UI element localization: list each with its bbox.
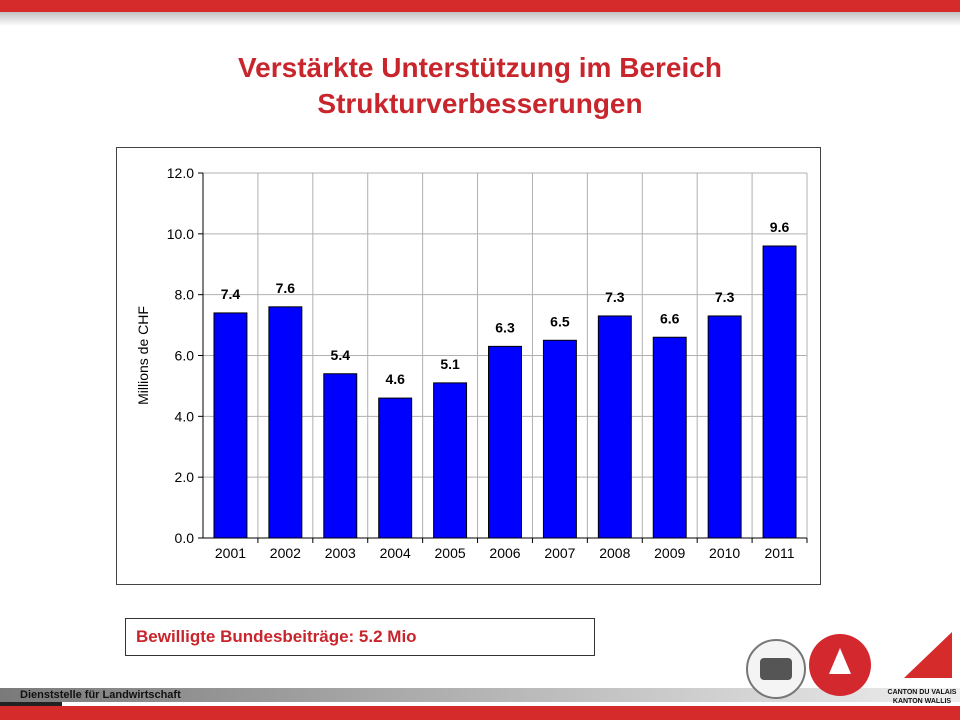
note-text: Bewilligte Bundesbeiträge: 5.2 Mio: [136, 627, 417, 646]
data-label-2010: 7.3: [715, 289, 735, 305]
bar-chart: 0.0 2.0 4.0 6.0 8.0 10.0 12.0 7.4 2001 7.6 2002 5.4…: [135, 165, 808, 561]
footer-gradient-bar: [0, 688, 960, 702]
x-tick-label-2005: 2005: [435, 545, 466, 561]
y-tick-label: 2.0: [175, 469, 195, 485]
data-label-2003: 5.4: [331, 347, 351, 363]
y-tick-label: 10.0: [167, 226, 194, 242]
data-label-2007: 6.5: [550, 313, 570, 329]
bar-2003: [323, 373, 358, 539]
title-line-1: Verstärkte Unterstützung im Bereich: [238, 52, 722, 83]
bar-2004: [378, 397, 413, 539]
x-tick-label-2003: 2003: [325, 545, 356, 561]
x-tick-label-2006: 2006: [489, 545, 520, 561]
data-label-2011: 9.6: [770, 219, 790, 235]
note-box: Bewilligte Bundesbeiträge: 5.2 Mio: [125, 618, 595, 656]
top-red-band: [0, 0, 960, 12]
x-tick-label-2002: 2002: [270, 545, 301, 561]
data-label-2006: 6.3: [495, 319, 515, 335]
y-tick-label: 8.0: [175, 287, 195, 303]
data-label-2002: 7.6: [276, 280, 296, 296]
x-tick-label-2009: 2009: [654, 545, 685, 561]
bar-2002: [268, 306, 303, 539]
x-tick-label-2011: 2011: [764, 545, 794, 561]
canton-line-2: KANTON WALLIS: [892, 698, 952, 705]
slide-title: Verstärkte Unterstützung im Bereich Stru…: [0, 50, 960, 122]
canton-flag-logo: [904, 632, 952, 678]
y-tick-label: 6.0: [175, 348, 195, 364]
x-tick-label-2008: 2008: [599, 545, 630, 561]
y-axis-label: Millions de CHF: [135, 306, 151, 405]
bar-2007: [542, 339, 577, 539]
data-label-2004: 4.6: [385, 371, 405, 387]
bar-2010: [707, 315, 742, 539]
bar-2009: [652, 336, 687, 539]
data-label-2008: 7.3: [605, 289, 625, 305]
title-line-2: Strukturverbesserungen: [317, 88, 643, 119]
x-tick-label-2004: 2004: [380, 545, 411, 561]
bar-2005: [433, 382, 468, 539]
data-label-2009: 6.6: [660, 310, 680, 326]
canton-logo-text: CANTON DU VALAIS KANTON WALLIS: [884, 688, 960, 706]
x-tick-label-2010: 2010: [709, 545, 740, 561]
data-label-2005: 5.1: [440, 356, 460, 372]
valais-excellence-logo: [809, 634, 871, 696]
bar-2011: [762, 245, 797, 539]
x-tick-label-2007: 2007: [544, 545, 575, 561]
footer-department: Dienststelle für Landwirtschaft: [20, 689, 181, 701]
x-tick-label-2001: 2001: [215, 545, 246, 561]
footer-red-band: [0, 706, 960, 720]
bar-2008: [597, 315, 632, 539]
seal-logo: [746, 639, 806, 699]
bar-2001: [213, 312, 248, 539]
data-label-2001: 7.4: [221, 286, 241, 302]
canton-line-1: CANTON DU VALAIS: [887, 689, 957, 696]
chart-frame: 0.0 2.0 4.0 6.0 8.0 10.0 12.0 7.4 2001 7.6 2002 5.4…: [116, 147, 821, 585]
y-tick-label: 12.0: [167, 165, 194, 181]
y-tick-label: 4.0: [175, 408, 195, 424]
y-tick-label: 0.0: [175, 530, 195, 546]
bar-2006: [488, 345, 522, 539]
